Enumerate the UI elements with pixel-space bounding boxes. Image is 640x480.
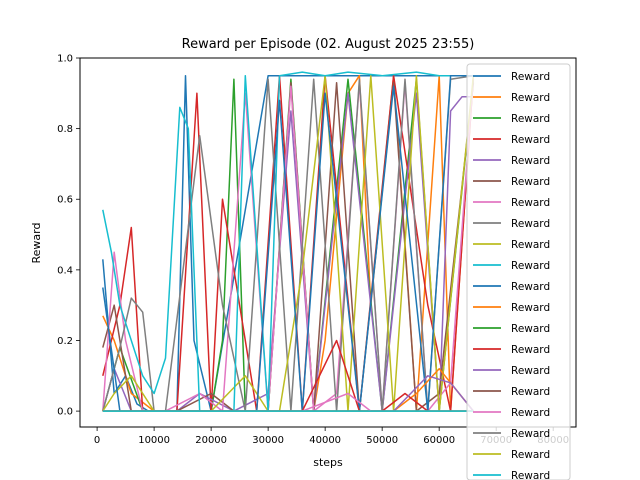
y-tick-label: 0.8 (57, 124, 73, 135)
x-axis-label: steps (313, 456, 343, 469)
legend-entry-label: Reward (511, 449, 550, 461)
legend: Reward Reward Reward Reward Reward Reward Rewa… (466, 63, 571, 480)
legend-entry-label: Reward (511, 344, 550, 356)
chart-title: Reward per Episode (02. August 2025 23:5… (182, 37, 475, 52)
axes-frame (79, 57, 577, 428)
x-tick-label: 30000 (252, 435, 284, 446)
y-axis-label: Reward (30, 223, 43, 264)
legend-entry-label: Reward (511, 113, 550, 125)
legend-entry-label: Reward (511, 176, 550, 188)
legend-entry-label: Reward (511, 92, 550, 104)
legend-entry-label: Reward (511, 197, 550, 209)
legend-entry-label: Reward (511, 155, 550, 167)
legend-entry-label: Reward (511, 407, 550, 419)
legend-entry-label: Reward (511, 239, 550, 251)
x-tick-label: 20000 (195, 435, 227, 446)
legend-entry-label: Reward (511, 71, 550, 83)
y-tick-label: 0.0 (57, 407, 73, 418)
y-axis: 0.0 0.2 0.4 0.6 0.8 1.0 (57, 54, 80, 418)
y-tick-label: 0.4 (57, 265, 73, 276)
legend-entry-label: Reward (511, 260, 550, 272)
series-layer (102, 71, 475, 412)
legend-entry-label: Reward (511, 386, 550, 398)
legend-box (466, 63, 571, 480)
legend-entry-label: Reward (511, 470, 550, 480)
legend-entry-label: Reward (511, 302, 550, 314)
y-tick-label: 1.0 (57, 54, 73, 65)
x-tick-label: 0 (94, 435, 100, 446)
legend-entry-label: Reward (511, 365, 550, 377)
legend-entry-label: Reward (511, 134, 550, 146)
x-tick-label: 10000 (138, 435, 170, 446)
x-tick-label: 50000 (366, 435, 398, 446)
x-tick-label: 40000 (309, 435, 341, 446)
legend-entry-label: Reward (511, 428, 550, 440)
x-tick-label: 60000 (423, 435, 455, 446)
legend-entry-label: Reward (511, 281, 550, 293)
legend-entry-label: Reward (511, 218, 550, 230)
series-line-8 (102, 74, 474, 412)
y-tick-label: 0.2 (57, 336, 73, 347)
legend-entry-label: Reward (511, 323, 550, 335)
y-tick-label: 0.6 (57, 195, 73, 206)
